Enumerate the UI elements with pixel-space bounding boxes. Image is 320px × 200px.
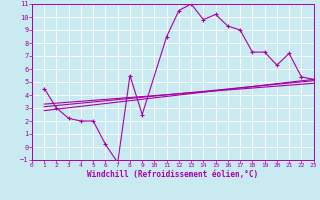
X-axis label: Windchill (Refroidissement éolien,°C): Windchill (Refroidissement éolien,°C) [87, 170, 258, 179]
